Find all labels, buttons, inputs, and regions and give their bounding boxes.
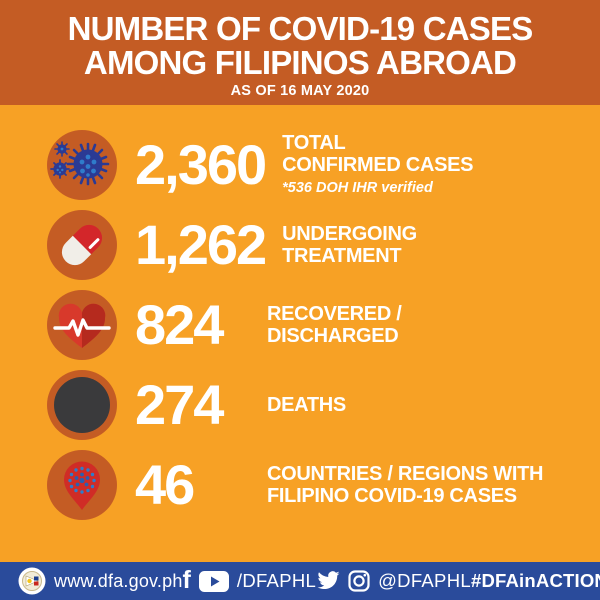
confirmed-count: 2,360 [135, 133, 267, 196]
confirmed-label-line1: TOTAL [282, 131, 346, 154]
dfa-seal-logo [18, 567, 46, 595]
stat-row-deaths: 274 DEATHS [47, 365, 600, 445]
deaths-label: DEATHS [267, 394, 346, 416]
recovered-label: RECOVERED / DISCHARGED [267, 303, 402, 347]
treatment-label: UNDERGOING TREATMENT [282, 223, 417, 267]
capsule-icon [47, 210, 117, 280]
countries-label-line1: COUNTRIES / REGIONS WITH [267, 463, 544, 485]
confirmed-label: TOTAL CONFIRMED CASES *536 DOH IHR verif… [282, 132, 473, 199]
countries-label: COUNTRIES / REGIONS WITH FILIPINO COVID-… [267, 463, 543, 507]
stat-row-treatment: 1,262 UNDERGOING TREATMENT [47, 205, 600, 285]
deaths-label-line1: DEATHS [267, 394, 346, 416]
recovered-count: 824 [135, 293, 224, 356]
footer-fb-yt-group: f /DFAPHL [182, 565, 317, 594]
virus-icon [47, 130, 117, 200]
poster-title-line2: AMONG FILIPINOS ABROAD [83, 44, 517, 81]
treatment-label-line1: UNDERGOING [282, 223, 417, 245]
deaths-circle-icon [47, 370, 117, 440]
recovered-label-line2: DISCHARGED [267, 325, 399, 347]
confirmed-label-line2: CONFIRMED CASES [282, 153, 474, 176]
footer-bar: www.dfa.gov.ph f /DFAPHL [0, 562, 600, 600]
footer-website-group: www.dfa.gov.ph [18, 567, 183, 595]
poster-title-line1: NUMBER OF COVID-19 CASES [67, 10, 534, 47]
footer-tw-ig-group: @DFAPHL [316, 570, 471, 592]
tw-ig-handle: @DFAPHL [378, 570, 471, 591]
website-url: www.dfa.gov.ph [54, 570, 183, 591]
heartbeat-icon [47, 290, 117, 360]
instagram-icon [348, 570, 370, 592]
countries-label-line2: FILIPINO COVID-19 CASES [267, 485, 517, 507]
as-of-date: AS OF 16 MAY 2020 [230, 83, 370, 99]
treatment-count: 1,262 [135, 213, 267, 276]
deaths-count: 274 [135, 373, 224, 436]
stats-list: 2,360 TOTAL CONFIRMED CASES *536 DOH IHR… [0, 105, 600, 562]
twitter-icon [316, 571, 340, 591]
recovered-label-line1: RECOVERED / [267, 303, 402, 325]
stat-row-recovered: 824 RECOVERED / DISCHARGED [47, 285, 600, 365]
facebook-icon: f [182, 565, 191, 594]
header-banner: NUMBER OF COVID-19 CASES AMONG FILIPINOS… [0, 0, 600, 105]
stat-row-countries: 46 COUNTRIES / REGIONS WITH FILIPINO COV… [47, 445, 600, 525]
doh-ihr-note: *536 DOH IHR verified [282, 179, 433, 196]
map-pin-virus-icon [47, 450, 117, 520]
hashtag: #DFAinACTION [470, 570, 600, 591]
treatment-label-line2: TREATMENT [282, 245, 402, 267]
countries-count: 46 [135, 453, 195, 516]
stat-row-confirmed: 2,360 TOTAL CONFIRMED CASES *536 DOH IHR… [47, 125, 600, 205]
fb-yt-handle: /DFAPHL [236, 570, 317, 591]
youtube-icon [198, 570, 229, 592]
